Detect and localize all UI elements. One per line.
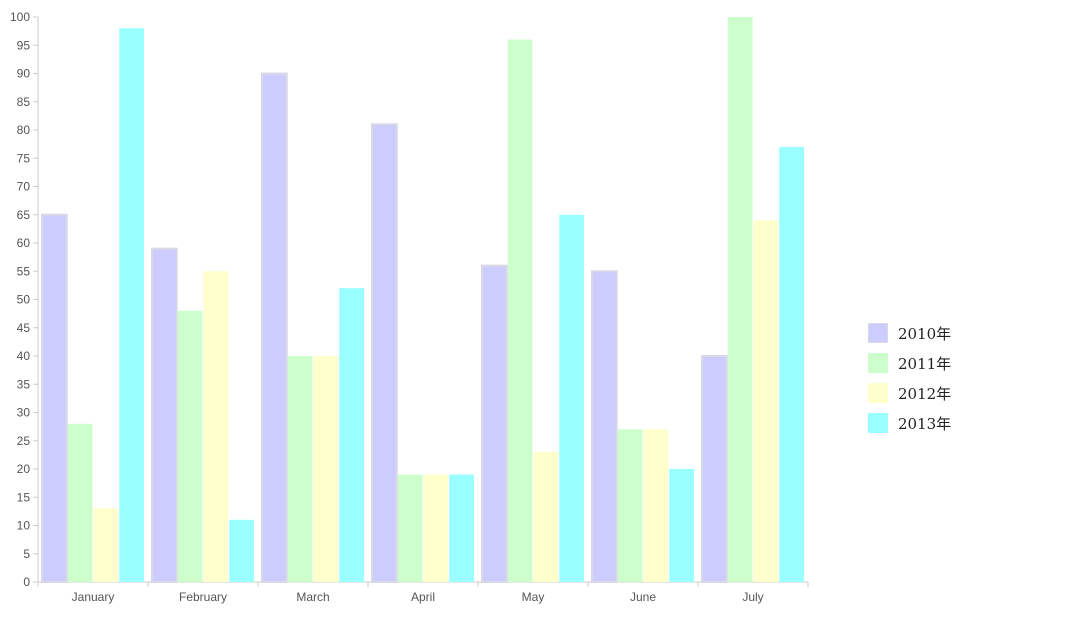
y-tick-label: 100 xyxy=(10,10,30,24)
bar-s0-june[interactable] xyxy=(591,270,618,583)
legend-item[interactable]: 2012年 xyxy=(868,378,951,408)
y-tick-label: 95 xyxy=(17,38,31,52)
bar-s3-may[interactable] xyxy=(559,214,584,582)
legend-label: 2013年 xyxy=(898,414,952,433)
x-tick-label: April xyxy=(411,590,435,604)
bar-s1-june[interactable] xyxy=(617,429,643,582)
x-axis: January February March April May June July xyxy=(34,581,809,604)
bar-s0-april[interactable] xyxy=(371,123,398,583)
bar-s2-march[interactable] xyxy=(313,356,339,582)
bar-s2-january[interactable] xyxy=(93,508,119,582)
y-tick-label: 75 xyxy=(17,151,31,165)
bar-s1-march[interactable] xyxy=(287,356,313,582)
legend-swatch xyxy=(868,323,888,343)
y-tick-label: 5 xyxy=(23,547,30,561)
bar-s0-july[interactable] xyxy=(701,355,728,583)
y-tick-label: 80 xyxy=(17,123,31,137)
y-tick-label: 90 xyxy=(17,67,31,81)
bar-s0-january[interactable] xyxy=(41,213,68,583)
x-tick-label: February xyxy=(179,590,227,604)
legend-item[interactable]: 2010年 xyxy=(868,318,951,348)
bar-s3-march[interactable] xyxy=(339,288,364,582)
bar-s2-may[interactable] xyxy=(533,452,559,582)
legend-label: 2010年 xyxy=(898,324,952,343)
y-tick-label: 50 xyxy=(17,293,31,307)
y-tick-label: 35 xyxy=(17,377,31,391)
y-tick-label: 0 xyxy=(23,575,30,589)
y-tick-label: 15 xyxy=(17,490,31,504)
legend-label: 2011年 xyxy=(898,354,952,373)
legend-item[interactable]: 2011年 xyxy=(868,348,951,378)
bar-s2-february[interactable] xyxy=(203,271,229,582)
bar-s3-april[interactable] xyxy=(449,474,474,582)
bar-s2-june[interactable] xyxy=(643,429,669,582)
bar-s1-february[interactable] xyxy=(177,310,203,582)
y-tick-label: 20 xyxy=(17,462,31,476)
legend-label: 2012年 xyxy=(898,384,952,403)
x-tick-label: January xyxy=(72,590,115,604)
bar-s3-july[interactable] xyxy=(779,146,804,582)
y-tick-label: 40 xyxy=(17,349,31,363)
y-tick-label: 10 xyxy=(17,519,31,533)
bar-s1-january[interactable] xyxy=(67,423,93,582)
x-tick-label: July xyxy=(742,590,763,604)
bar-s1-april[interactable] xyxy=(397,474,423,582)
y-tick-label: 70 xyxy=(17,180,31,194)
legend-swatch xyxy=(868,413,888,433)
bar-s1-july[interactable] xyxy=(727,17,753,582)
y-axis: 0 5 10 15 20 25 30 35 40 45 50 55 60 65 70 75 80 85 90 95 10… xyxy=(10,10,39,589)
y-tick-label: 30 xyxy=(17,406,31,420)
y-tick-label: 60 xyxy=(17,236,31,250)
bar-s3-february[interactable] xyxy=(229,519,254,582)
bar-s0-march[interactable] xyxy=(261,72,288,583)
legend-swatch xyxy=(868,383,888,403)
y-tick-label: 85 xyxy=(17,95,31,109)
y-tick-label: 55 xyxy=(17,264,31,278)
bars xyxy=(41,17,804,583)
x-tick-label: June xyxy=(630,590,656,604)
x-tick-label: May xyxy=(522,590,545,604)
bar-s2-april[interactable] xyxy=(423,474,449,582)
legend: 2010年 2011年 2012年 2013年 xyxy=(868,318,951,438)
bar-s3-january[interactable] xyxy=(119,28,144,583)
bar-s0-may[interactable] xyxy=(481,264,508,583)
legend-item[interactable]: 2013年 xyxy=(868,408,951,438)
y-tick-label: 65 xyxy=(17,208,31,222)
x-tick-label: March xyxy=(296,590,329,604)
bar-s2-july[interactable] xyxy=(753,220,779,582)
legend-swatch xyxy=(868,353,888,373)
y-tick-label: 45 xyxy=(17,321,31,335)
bar-s3-june[interactable] xyxy=(669,469,694,582)
bar-s0-february[interactable] xyxy=(151,247,178,583)
y-tick-label: 25 xyxy=(17,434,31,448)
bar-s1-may[interactable] xyxy=(507,39,533,583)
